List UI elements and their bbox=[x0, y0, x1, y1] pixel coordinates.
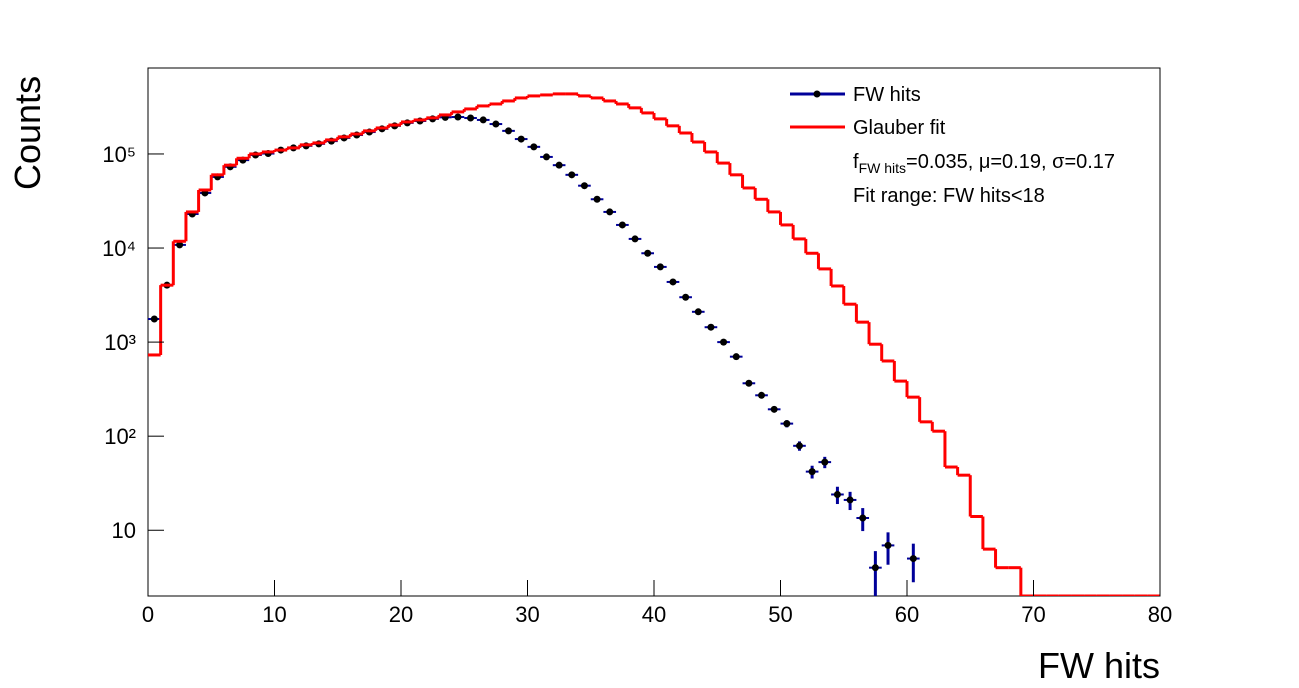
data-point bbox=[606, 208, 614, 216]
legend: FW hits Glauber fit fFW hits=0.035, μ=0.… bbox=[790, 84, 1115, 207]
data-point bbox=[707, 323, 715, 331]
data-point bbox=[909, 555, 917, 563]
x-tick-label: 40 bbox=[642, 602, 666, 627]
legend-label: FW hits bbox=[853, 84, 921, 106]
fit-range: Fit range: FW hits<18 bbox=[853, 185, 1045, 207]
data-point bbox=[846, 496, 854, 504]
y-tick-label: 10⁵ bbox=[102, 142, 136, 167]
y-tick-label: 10⁴ bbox=[102, 236, 136, 261]
data-point bbox=[732, 353, 740, 361]
y-tick-label: 10 bbox=[112, 518, 136, 543]
data-point bbox=[530, 143, 538, 151]
data-point bbox=[859, 514, 867, 522]
data-point bbox=[783, 420, 791, 428]
x-tick-label: 60 bbox=[895, 602, 919, 627]
data-point bbox=[479, 116, 487, 124]
x-axis-label: FW hits bbox=[1038, 645, 1160, 686]
data-point bbox=[568, 171, 576, 179]
x-tick-label: 50 bbox=[768, 602, 792, 627]
data-point bbox=[176, 241, 184, 249]
y-axis-label: Counts bbox=[7, 76, 48, 190]
x-tick-label: 0 bbox=[142, 602, 154, 627]
data-point bbox=[580, 182, 588, 190]
x-tick-label: 10 bbox=[262, 602, 286, 627]
data-point bbox=[871, 564, 879, 572]
data-point bbox=[631, 235, 639, 243]
legend-marker bbox=[813, 90, 821, 98]
data-point bbox=[492, 120, 500, 128]
data-point bbox=[720, 338, 728, 346]
fit-label-subscript: FW hits bbox=[859, 160, 906, 176]
data-point bbox=[618, 221, 626, 229]
x-tick-label: 30 bbox=[515, 602, 539, 627]
data-point bbox=[505, 127, 513, 135]
legend-label: Glauber fit bbox=[853, 117, 946, 139]
data-point bbox=[795, 442, 803, 450]
data-point bbox=[517, 135, 525, 143]
data-point bbox=[821, 458, 829, 466]
data-point bbox=[833, 490, 841, 498]
y-tick-label: 10² bbox=[104, 424, 136, 449]
data-point bbox=[656, 263, 664, 271]
y-tick-label: 10³ bbox=[104, 330, 136, 355]
plot-area bbox=[148, 92, 1160, 596]
data-point bbox=[593, 195, 601, 203]
fit-label-main: f bbox=[853, 151, 859, 173]
x-tick-label: 80 bbox=[1148, 602, 1172, 627]
data-point bbox=[644, 249, 652, 257]
data-point bbox=[745, 379, 753, 387]
data-point bbox=[694, 308, 702, 316]
data-point bbox=[555, 161, 563, 169]
data-point bbox=[669, 278, 677, 286]
data-point bbox=[454, 113, 462, 121]
data-point bbox=[758, 391, 766, 399]
data-point bbox=[682, 293, 690, 301]
x-tick-label: 70 bbox=[1021, 602, 1045, 627]
data-point bbox=[467, 114, 475, 122]
data-point bbox=[808, 468, 816, 476]
fit-label-text: =0.035, μ=0.19, σ=0.17 bbox=[906, 151, 1115, 173]
fit-label: fFW hits=0.035, μ=0.19, σ=0.17 bbox=[853, 151, 1115, 176]
x-tick-label: 20 bbox=[389, 602, 413, 627]
data-point bbox=[542, 153, 550, 161]
data-point bbox=[770, 405, 778, 413]
data-point bbox=[884, 541, 892, 549]
data-point bbox=[150, 315, 158, 323]
